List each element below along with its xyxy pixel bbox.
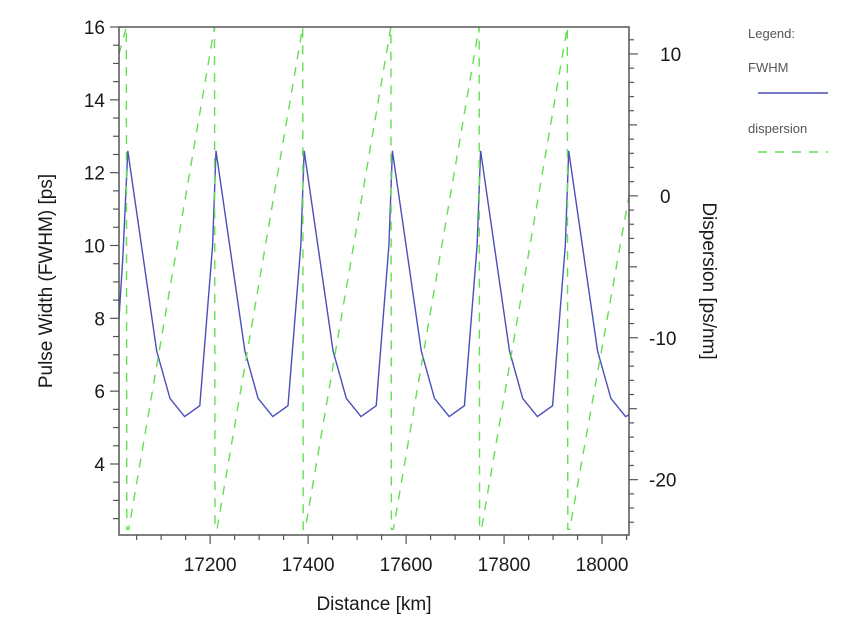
- y-tick-label: 8: [94, 309, 105, 330]
- series-dispersion: [118, 26, 630, 530]
- y-tick-label: 12: [84, 164, 105, 185]
- legend: Legend: FWHM dispersion: [748, 26, 828, 153]
- y-tick-label: 14: [84, 91, 106, 112]
- x-tick-label: 18000: [576, 555, 629, 576]
- x-axis-title: Distance [km]: [316, 594, 431, 615]
- plot-area: [118, 26, 630, 536]
- y-axis-right: -20 -10 0 10: [629, 39, 681, 523]
- series-layer: [118, 26, 630, 530]
- x-axis: 17200 17400 17600 17800 18000: [136, 535, 629, 576]
- y-axis-title-right: Dispersion [ps/nm]: [698, 202, 719, 359]
- x-tick-label: 17600: [380, 555, 433, 576]
- y2-tick-label: -10: [649, 329, 676, 350]
- y-axis-left: 4 6 8 10 12 14 16: [84, 18, 119, 520]
- x-tick-label: 17800: [478, 555, 531, 576]
- y-tick-label: 10: [84, 236, 105, 257]
- y-tick-label: 6: [94, 382, 105, 403]
- y-tick-label: 4: [94, 455, 105, 476]
- y-axis-title-left: Pulse Width (FWHM) [ps]: [36, 174, 57, 388]
- legend-label-dispersion: dispersion: [748, 121, 807, 136]
- y2-tick-label: 10: [660, 45, 681, 66]
- series-fwhm: [118, 150, 630, 418]
- y2-tick-label: -20: [649, 471, 676, 492]
- y2-tick-label: 0: [660, 187, 671, 208]
- legend-title: Legend:: [748, 26, 795, 41]
- y-tick-label: 16: [84, 18, 105, 39]
- legend-label-fwhm: FWHM: [748, 60, 788, 75]
- x-tick-label: 17400: [282, 555, 335, 576]
- plot-frame: [118, 26, 630, 536]
- x-tick-label: 17200: [184, 555, 237, 576]
